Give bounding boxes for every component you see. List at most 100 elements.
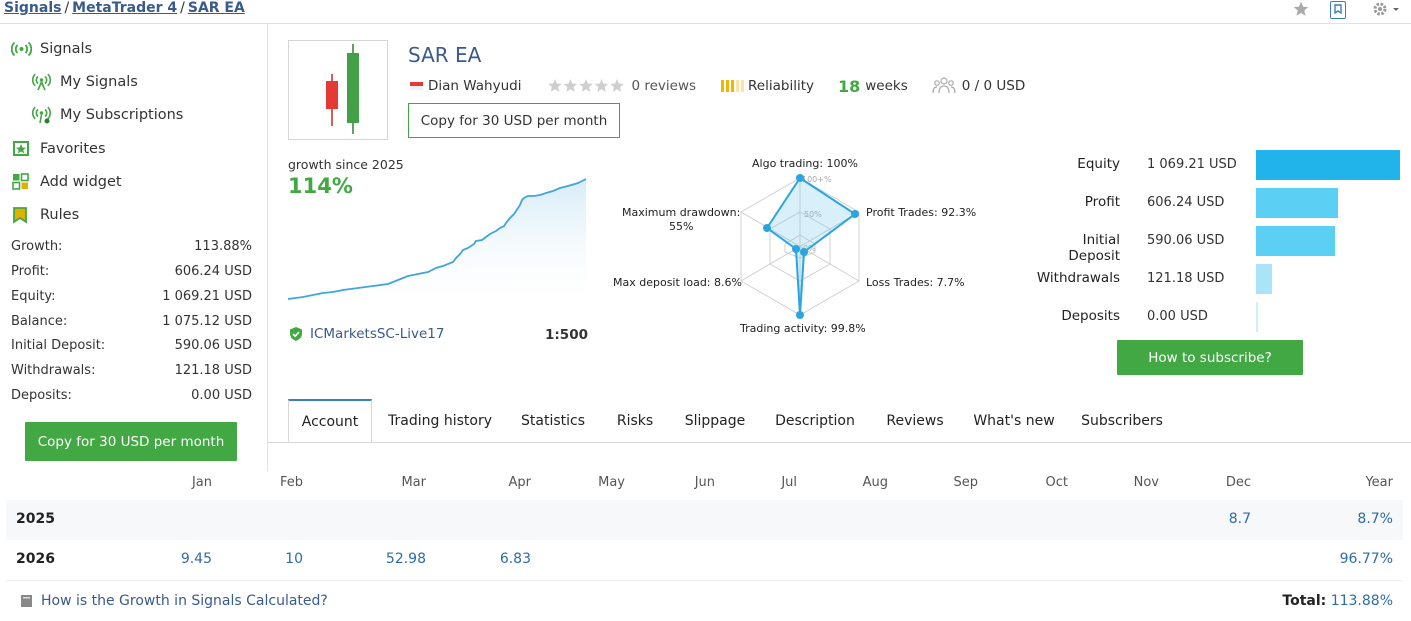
- col-jun: Jun: [694, 475, 715, 490]
- table-divider: [6, 580, 1403, 581]
- sidebar-item-rules[interactable]: Rules: [11, 206, 79, 224]
- radar-point-loss-trades: [800, 248, 808, 256]
- radar-shape: [765, 176, 857, 316]
- cell-2026-mar[interactable]: 52.98: [385, 551, 426, 567]
- help-link-text: How is the Growth in Signals Calculated?: [41, 593, 328, 609]
- cell-2026-jan[interactable]: 9.45: [180, 551, 212, 567]
- tab-description[interactable]: Description: [775, 413, 855, 429]
- radar-label-max-drawdown-value: 55%: [669, 220, 694, 233]
- radar-label-max-drawdown: Maximum drawdown:: [622, 206, 741, 219]
- radar-label-algo-trading: Algo trading: 100%: [752, 157, 859, 170]
- cell-2026-feb[interactable]: 10: [285, 551, 303, 567]
- tab-statistics[interactable]: Statistics: [521, 413, 585, 429]
- total-value: 113.88%: [1330, 593, 1393, 609]
- stat-value: 1 069.21 USD: [162, 289, 252, 304]
- tab-reviews[interactable]: Reviews: [886, 413, 944, 429]
- author-name: Dian Wahyudi: [428, 78, 522, 94]
- stat-profit: Profit: 606.24 USD: [11, 264, 252, 279]
- row-year-2026: 2026: [16, 551, 55, 567]
- copy-button[interactable]: Copy for 30 USD per month: [408, 103, 620, 138]
- row-year-2025: 2025: [16, 511, 55, 527]
- sidebar-item-add-widget[interactable]: Add widget: [11, 173, 122, 191]
- breadcrumb-metatrader4[interactable]: MetaTrader 4: [72, 0, 178, 16]
- weeks-label: weeks: [865, 78, 908, 94]
- stat-value: 121.18 USD: [174, 363, 252, 378]
- tab-account[interactable]: Account: [288, 399, 372, 443]
- my-signals-icon: [31, 73, 52, 91]
- col-apr: Apr: [508, 475, 532, 490]
- cell-2025-dec[interactable]: 8.7: [1228, 511, 1251, 527]
- tab-whats-new[interactable]: What's new: [973, 413, 1055, 429]
- signal-meta: Dian Wahyudi 0 reviews Reliability 18 we…: [408, 76, 1025, 96]
- sidebar-item-label: Favorites: [40, 141, 106, 157]
- sidebar-item-signals[interactable]: Signals: [11, 40, 92, 58]
- bar-label-deposits: Deposits: [1061, 308, 1120, 324]
- stat-balance: Balance: 1 075.12 USD: [11, 314, 252, 329]
- col-may: May: [598, 475, 625, 490]
- cell-2026-apr[interactable]: 6.83: [499, 551, 531, 567]
- radar-point-trading-activity: [796, 311, 804, 319]
- my-subscriptions-icon: [31, 106, 52, 124]
- star-icon[interactable]: [1292, 0, 1312, 20]
- cell-2025-year[interactable]: 8.7%: [1357, 511, 1393, 527]
- signal-title[interactable]: SAR EA: [408, 43, 482, 67]
- col-year: Year: [1365, 475, 1393, 490]
- how-to-subscribe-button[interactable]: How to subscribe?: [1117, 340, 1303, 375]
- broker-name: ICMarketsSC-Live17: [310, 326, 445, 342]
- gear-icon[interactable]: [1371, 0, 1403, 20]
- signals-icon: [11, 41, 32, 57]
- sidebar-item-favorites[interactable]: Favorites: [11, 140, 106, 158]
- reliability-bars-icon: [721, 80, 745, 92]
- stat-label: Balance:: [11, 314, 68, 329]
- breadcrumb-sar-ea[interactable]: SAR EA: [187, 0, 245, 16]
- growth-chart[interactable]: [288, 176, 590, 302]
- stat-label: Growth:: [11, 239, 63, 254]
- sidebar-item-label: Signals: [40, 41, 93, 57]
- tab-subscribers[interactable]: Subscribers: [1081, 413, 1163, 429]
- help-book-icon: [21, 595, 32, 607]
- bar-value-withdrawals: 121.18 USD: [1147, 271, 1225, 286]
- growth-area: [288, 179, 586, 302]
- bar-deposits[interactable]: [1256, 302, 1258, 332]
- favorites-icon: [13, 141, 29, 156]
- tab-slippage[interactable]: Slippage: [684, 413, 746, 429]
- radar-tick-100: 100+%: [802, 175, 832, 184]
- sidebar-item-my-signals[interactable]: My Signals: [31, 73, 138, 91]
- bar-profit[interactable]: [1256, 188, 1338, 218]
- growth-label: growth since 2025: [288, 157, 404, 172]
- col-aug: Aug: [862, 475, 888, 490]
- rating[interactable]: 0 reviews: [547, 78, 696, 94]
- col-dec: Dec: [1225, 475, 1251, 490]
- sidebar-copy-button[interactable]: Copy for 30 USD per month: [25, 422, 237, 461]
- reviews-count: 0 reviews: [631, 78, 697, 94]
- bar-value-deposits: 0.00 USD: [1147, 309, 1208, 324]
- bookmark-icon[interactable]: [1328, 0, 1348, 20]
- leverage: 1:500: [545, 327, 588, 343]
- stat-deposits: Deposits: 0.00 USD: [11, 388, 252, 403]
- stat-value: 0.00 USD: [191, 388, 252, 403]
- breadcrumb-signals[interactable]: Signals: [4, 0, 62, 16]
- bar-initial-deposit[interactable]: [1256, 226, 1335, 256]
- tab-trading-history[interactable]: Trading history: [388, 413, 492, 429]
- radar-label-loss-trades: Loss Trades: 7.7%: [866, 276, 965, 289]
- add-widget-icon: [12, 173, 29, 190]
- bar-withdrawals[interactable]: [1256, 264, 1272, 294]
- bar-equity[interactable]: [1256, 150, 1400, 180]
- stat-growth: Growth: 113.88%: [11, 239, 252, 254]
- cell-2026-year[interactable]: 96.77%: [1339, 551, 1393, 567]
- radar-point-profit-trades: [851, 210, 859, 218]
- col-jul: Jul: [781, 475, 797, 490]
- author[interactable]: Dian Wahyudi: [408, 78, 521, 94]
- help-link[interactable]: How is the Growth in Signals Calculated?: [20, 593, 328, 609]
- tab-risks[interactable]: Risks: [616, 413, 654, 429]
- sidebar-item-label: My Subscriptions: [60, 107, 184, 123]
- sidebar: Signals My Signals My Subscriptions Favo…: [0, 24, 268, 471]
- stat-label: Deposits:: [11, 388, 72, 403]
- subscribers-icon: [932, 77, 956, 94]
- sidebar-item-my-subscriptions[interactable]: My Subscriptions: [31, 106, 183, 124]
- radar-point-algo-trading: [796, 174, 804, 182]
- stat-equity: Equity: 1 069.21 USD: [11, 289, 252, 304]
- bar-value-initial-deposit: 590.06 USD: [1147, 233, 1225, 248]
- bar-label-initial-deposit: Initial Deposit: [1068, 232, 1120, 264]
- broker[interactable]: ICMarketsSC-Live17: [288, 326, 444, 342]
